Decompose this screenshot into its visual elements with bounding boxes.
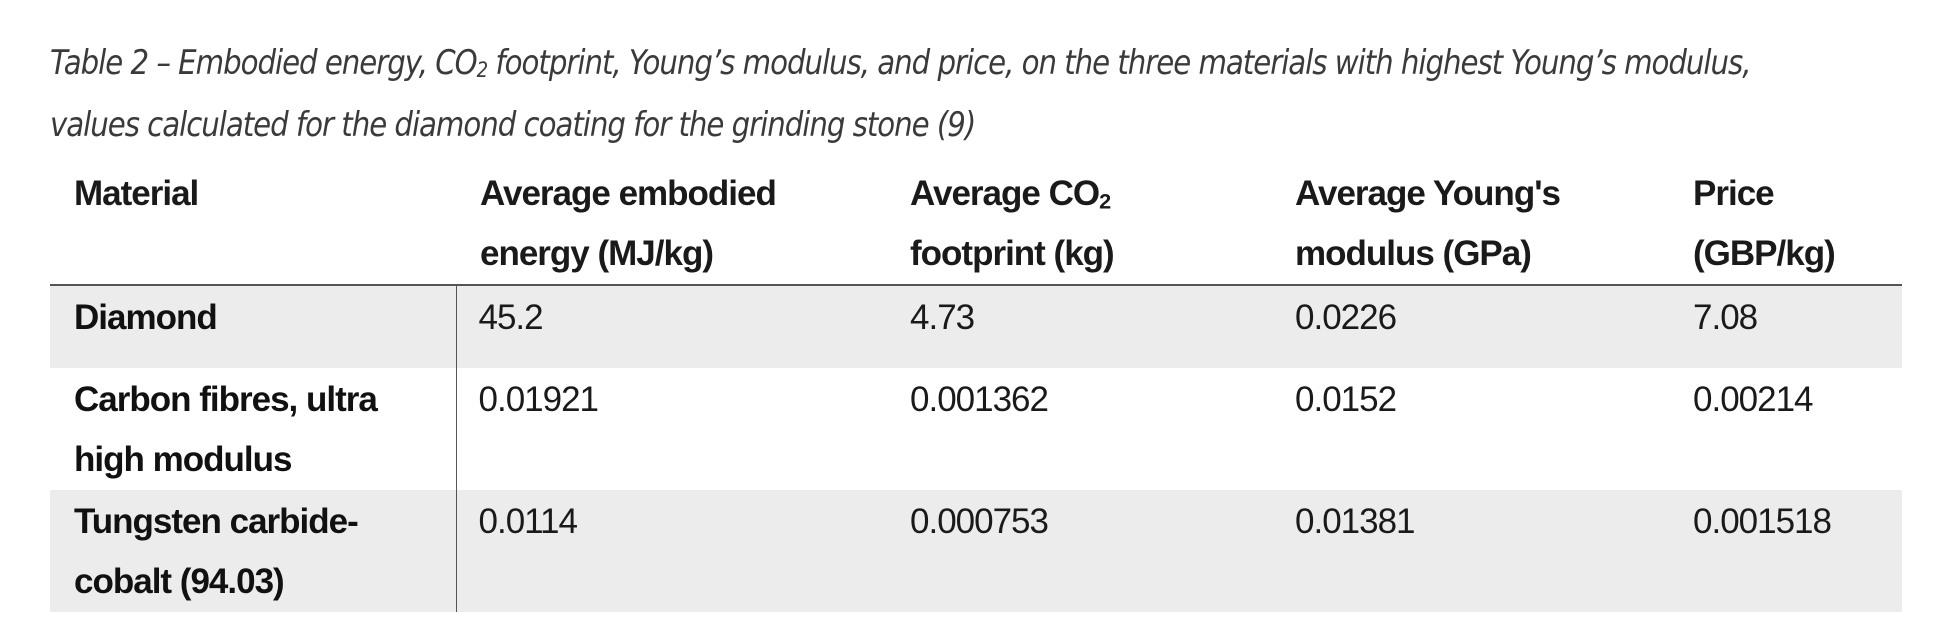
cell-co2: 0.001362 bbox=[910, 380, 1049, 419]
table-row: Tungsten carbide- cobalt (94.03) 0.0114 … bbox=[50, 490, 1902, 612]
table-caption: Table 2 – Embodied energy, CO2 footprint… bbox=[50, 32, 1752, 156]
cell-energy: 45.2 bbox=[456, 285, 886, 368]
cell-co2: 0.000753 bbox=[886, 490, 1271, 612]
header-price-line-1: Price bbox=[1693, 174, 1775, 213]
caption-subscript: 2 bbox=[476, 57, 489, 83]
header-co2-text: Average CO bbox=[910, 174, 1100, 213]
header-price-line-2: (GBP/kg) bbox=[1693, 234, 1836, 273]
cell-youngs: 0.01381 bbox=[1271, 490, 1669, 612]
cell-youngs: 0.0226 bbox=[1271, 285, 1669, 368]
cell-price: 0.001518 bbox=[1669, 490, 1902, 612]
material-name-line-1: Diamond bbox=[74, 298, 218, 337]
header-co2-line-2: footprint (kg) bbox=[910, 234, 1115, 273]
cell-material: Carbon fibres, ultra high modulus bbox=[50, 368, 457, 490]
materials-table: Material Average embodied energy (MJ/kg)… bbox=[50, 162, 1902, 612]
header-material: Material bbox=[50, 162, 456, 286]
material-name-line-2: high modulus bbox=[74, 440, 292, 479]
header-co2-subscript: 2 bbox=[1099, 188, 1111, 214]
header-energy-line-1: Average embodied bbox=[480, 174, 777, 213]
table-row: Carbon fibres, ultra high modulus 0.0192… bbox=[50, 368, 1902, 490]
cell-price: 0.00214 bbox=[1693, 380, 1814, 419]
caption-text-end: footprint, Young’s modulus, and price, o… bbox=[487, 43, 1751, 83]
cell-co2: 4.73 bbox=[886, 285, 1271, 368]
material-name-line-1: Carbon fibres, ultra bbox=[74, 380, 378, 419]
material-name-line-2: cobalt (94.03) bbox=[74, 562, 285, 601]
caption-line-1: Table 2 – Embodied energy, CO2 footprint… bbox=[50, 32, 1752, 94]
header-youngs-modulus: Average Young's modulus (GPa) bbox=[1271, 162, 1669, 286]
cell-youngs: 0.0152 bbox=[1295, 380, 1397, 419]
table-row: Diamond 45.2 4.73 0.0226 7.08 bbox=[50, 285, 1902, 368]
table-header-row: Material Average embodied energy (MJ/kg)… bbox=[50, 162, 1902, 286]
material-name-line-1: Tungsten carbide- bbox=[74, 502, 359, 541]
header-embodied-energy: Average embodied energy (MJ/kg) bbox=[456, 162, 886, 286]
cell-material: Tungsten carbide- cobalt (94.03) bbox=[50, 490, 457, 612]
caption-text-start: Table 2 – Embodied energy, CO bbox=[50, 43, 478, 83]
header-price: Price (GBP/kg) bbox=[1669, 162, 1902, 286]
header-material-line-1: Material bbox=[74, 174, 199, 213]
header-youngs-line-1: Average Young's bbox=[1295, 174, 1561, 213]
header-energy-line-2: energy (MJ/kg) bbox=[480, 234, 714, 273]
header-co2-footprint: Average CO2 footprint (kg) bbox=[886, 162, 1271, 286]
cell-price: 7.08 bbox=[1669, 285, 1902, 368]
caption-line-2: values calculated for the diamond coatin… bbox=[50, 105, 976, 145]
cell-energy: 0.01921 bbox=[478, 380, 600, 419]
cell-energy: 0.0114 bbox=[456, 490, 886, 612]
header-youngs-line-2: modulus (GPa) bbox=[1295, 234, 1532, 273]
cell-material: Diamond bbox=[50, 285, 457, 368]
header-co2-line-1: Average CO2 bbox=[910, 164, 1271, 224]
